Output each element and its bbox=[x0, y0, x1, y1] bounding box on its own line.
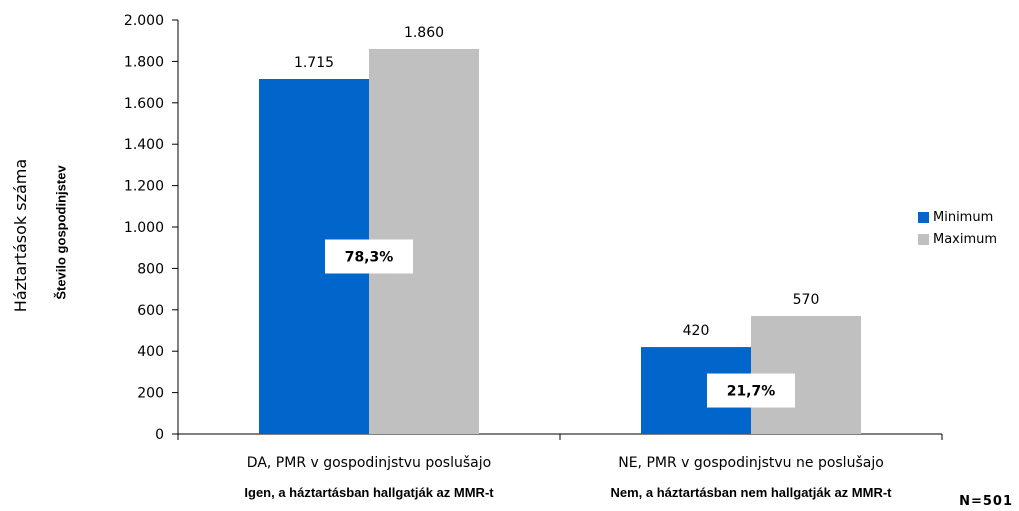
y-tick-label: 600 bbox=[137, 303, 164, 319]
bar-value-label: 570 bbox=[793, 292, 820, 308]
bar-value-label: 420 bbox=[683, 323, 710, 339]
y-tick-label: 1.000 bbox=[124, 220, 164, 236]
share-label-box bbox=[325, 239, 413, 274]
y-tick-label: 200 bbox=[137, 386, 164, 402]
share-label: 78,3% bbox=[345, 249, 394, 265]
y-tick-label: 2.000 bbox=[124, 13, 164, 29]
y-tick-label: 0 bbox=[155, 427, 164, 443]
bar-value-label: 1.860 bbox=[404, 25, 444, 41]
x-category-label: DA, PMR v gospodinjstvu poslušajo bbox=[247, 455, 491, 471]
legend: Minimum Maximum bbox=[918, 206, 997, 250]
x-category-label: NE, PMR v gospodinjstvu ne poslušajo bbox=[618, 455, 884, 471]
legend-label-minimum: Minimum bbox=[933, 209, 994, 225]
legend-swatch-maximum bbox=[918, 233, 929, 245]
y-axis: 0 200 400 600 800 1.000 1.200 1.400 1.600 1.800 2.… bbox=[124, 13, 179, 443]
x-axis: DA, PMR v gospodinjstvu poslušajo Igen, a… bbox=[177, 433, 943, 500]
y-axis-title: Háztartások száma bbox=[10, 158, 30, 312]
x-category-sublabel: Nem, a háztartásban nem hallgatják az MM… bbox=[610, 485, 892, 500]
x-category-sublabel: Igen, a háztartásban hallgatják az MMR-t bbox=[244, 485, 494, 500]
legend-item-maximum: Maximum bbox=[918, 228, 997, 250]
y-tick-label: 400 bbox=[137, 344, 164, 360]
labels-layer: 1.715 1.860 78,3% 420 570 21,7% bbox=[294, 25, 819, 408]
y-tick-label: 1.800 bbox=[124, 54, 164, 70]
y-axis-subtitle: Število gospodinjstev bbox=[53, 164, 69, 300]
share-label-box bbox=[707, 373, 795, 408]
y-tick-label: 800 bbox=[137, 261, 164, 277]
y-tick-label: 1.200 bbox=[124, 179, 164, 195]
legend-item-minimum: Minimum bbox=[918, 206, 997, 228]
legend-label-maximum: Maximum bbox=[933, 231, 998, 247]
y-tick-label: 1.400 bbox=[124, 137, 164, 153]
bar-value-label: 1.715 bbox=[294, 55, 334, 71]
legend-swatch-minimum bbox=[918, 211, 929, 223]
sample-size-note: N=501 bbox=[959, 494, 1013, 509]
y-tick-label: 1.600 bbox=[124, 96, 164, 112]
share-label: 21,7% bbox=[727, 384, 776, 400]
